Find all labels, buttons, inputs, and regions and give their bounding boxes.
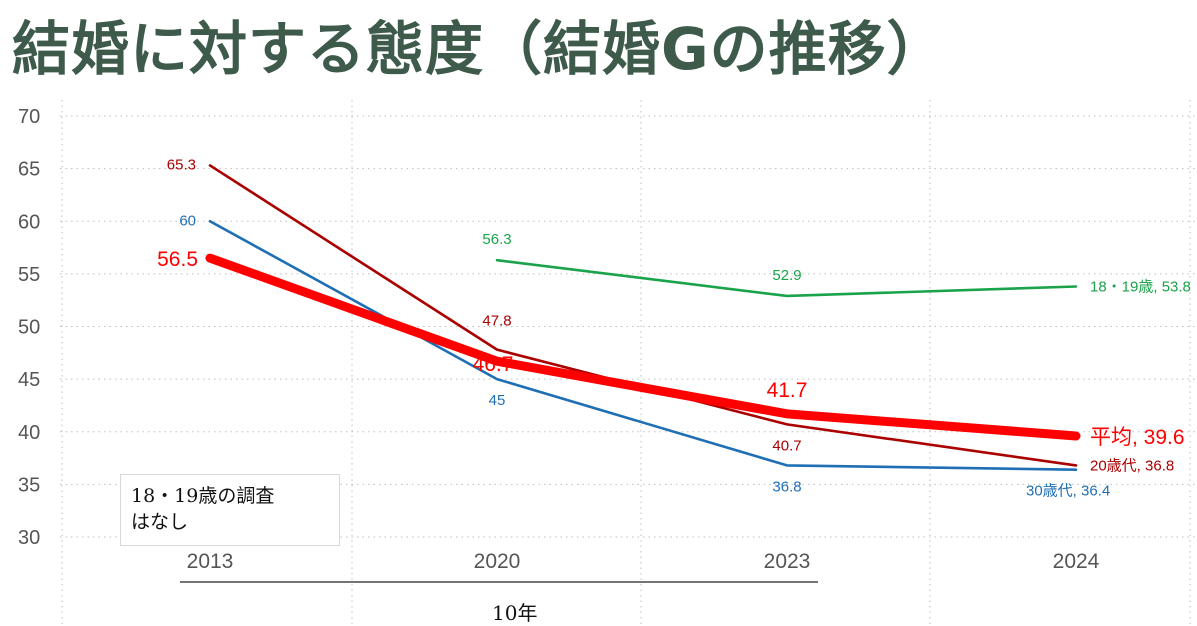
series-line-age1819	[495, 258, 1078, 298]
data-label-age20s: 20歳代, 36.8	[1090, 457, 1174, 474]
x-tick-label: 2013	[187, 550, 234, 573]
data-label-average: 56.5	[157, 248, 198, 271]
data-label-average: 41.7	[767, 379, 808, 402]
note-box: 18・19歳の調査 はなし	[120, 474, 340, 546]
note-line-2: はなし	[131, 511, 189, 533]
data-label-age20s: 40.7	[772, 437, 801, 454]
data-label-age20s: 65.3	[167, 156, 196, 173]
data-label-age20s: 47.8	[482, 313, 511, 330]
x-tick-label: 2023	[764, 550, 811, 573]
x-axis: 2013 2020 2023 2024	[187, 550, 1100, 573]
y-tick-label: 55	[18, 264, 40, 286]
series-line-age30s	[208, 219, 1078, 471]
y-tick-label: 60	[18, 211, 40, 233]
note-line-1: 18・19歳の調査	[131, 485, 275, 507]
data-label-age1819: 18・19歳, 53.8	[1090, 279, 1191, 296]
data-label-age1819: 52.9	[772, 267, 801, 284]
page-title: 結婚に対する態度（結婚Gの推移）	[12, 15, 946, 83]
series	[205, 164, 1081, 471]
y-tick-label: 65	[18, 159, 40, 181]
data-label-average: 46.7	[473, 353, 514, 376]
data-label-age30s: 60	[179, 212, 196, 229]
data-label-age1819: 56.3	[482, 231, 511, 248]
y-tick-label: 30	[18, 527, 40, 549]
y-axis: 30 35 40 45 50 55 60 65 70	[18, 106, 40, 549]
y-tick-label: 45	[18, 369, 40, 391]
y-tick-label: 50	[18, 317, 40, 339]
series-line-age20s	[208, 164, 1078, 467]
y-tick-label: 35	[18, 474, 40, 496]
series-line-average	[205, 253, 1081, 441]
x-tick-label: 2024	[1053, 550, 1100, 573]
data-label-age30s: 36.8	[772, 478, 801, 495]
y-tick-label: 70	[18, 106, 40, 128]
span-label: 10年	[492, 601, 538, 625]
data-labels: 65.3 47.8 40.7 20歳代, 36.8 60 45 36.8 30歳代, 36.4…	[157, 156, 1191, 499]
data-label-age30s: 30歳代, 36.4	[1026, 483, 1110, 500]
y-tick-label: 40	[18, 422, 40, 444]
data-label-age30s: 45	[489, 392, 506, 409]
data-label-average: 平均, 39.6	[1090, 426, 1185, 449]
x-tick-label: 2020	[474, 550, 521, 573]
